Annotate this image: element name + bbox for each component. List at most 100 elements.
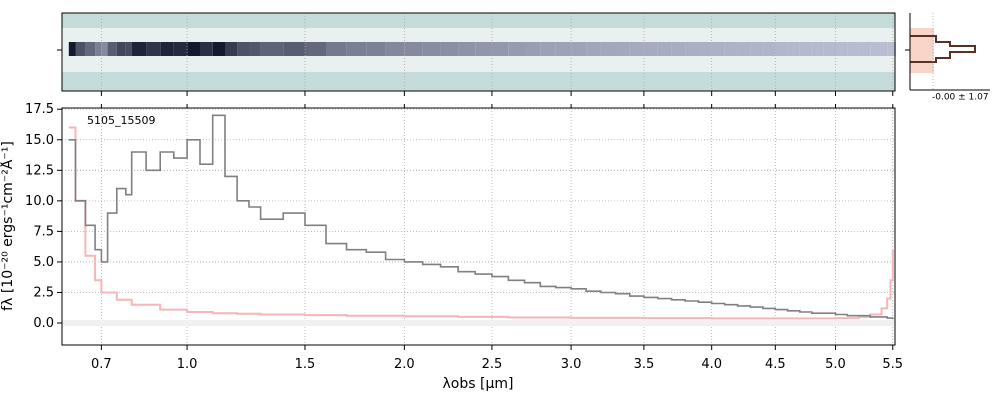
spectrum-2d-panel: [57, 12, 896, 92]
spectrum-2d-column: [685, 42, 699, 56]
x-tick-label: 0.7: [91, 357, 112, 372]
spectrum-2d-column: [847, 42, 859, 56]
x-tick-label: 1.0: [177, 357, 198, 372]
spectrum-2d-column: [571, 42, 587, 56]
spectrum-2d-column: [555, 42, 572, 56]
spectrum-2d-column: [870, 42, 882, 56]
x-tick-label: 1.5: [295, 357, 316, 372]
spectrum-2d-column: [131, 42, 147, 56]
spectrum-2d-column: [671, 42, 686, 56]
spectrum-2d-column: [724, 42, 738, 56]
spectrum-2d-column: [68, 42, 76, 56]
spectrum-1d-frame: [61, 107, 896, 346]
spectrum-2d-column: [187, 42, 201, 56]
spectrum-2d-column: [173, 42, 188, 56]
spectrum-1d-grid: [62, 108, 895, 345]
x-tick-label: 2.0: [394, 357, 415, 372]
spectrum-2d-column: [475, 42, 492, 56]
spectrum-2d-column: [540, 42, 556, 56]
spectrum-2d-column: [657, 42, 672, 56]
spectrum-2d-column: [643, 42, 658, 56]
spectrum-2d-column: [212, 42, 226, 56]
spectrum-2d-column: [95, 42, 102, 56]
histogram-panel: -0.00 ± 1.07: [905, 13, 990, 103]
spectrum-2d-column: [615, 42, 630, 56]
spectrum-2d-column: [524, 42, 541, 56]
spectrum-2d-column: [422, 42, 441, 56]
spectrum-2d-column: [385, 42, 405, 56]
spectrum-2d-column: [835, 42, 848, 56]
spectrum-2d-column: [600, 42, 616, 56]
x-tick-label: 3.5: [634, 357, 655, 372]
spectrum-2d-column: [107, 42, 117, 56]
spectrum-2d-trace: [62, 28, 896, 72]
spectrum-2d-column: [116, 42, 126, 56]
spectrum-2d-column: [200, 42, 213, 56]
y-tick-label: 17.5: [25, 102, 54, 117]
spectrum-2d-column: [305, 42, 327, 56]
y-axis-title: fλ [10⁻²⁰ ergs⁻¹cm⁻²Å⁻¹]: [0, 141, 16, 311]
spectrum-2d-column: [249, 42, 261, 56]
x-tick-label: 4.5: [765, 357, 786, 372]
y-tick-label: 7.5: [33, 224, 54, 239]
object-label: 5105_15509: [87, 114, 156, 127]
spectrum-2d-column: [237, 42, 249, 56]
spectrum-2d-column: [458, 42, 476, 56]
spectrum-2d-column: [125, 42, 132, 56]
spectrum-2d-column: [160, 42, 174, 56]
y-tick-label: 5.0: [33, 255, 54, 270]
spectrum-2d-column: [711, 42, 725, 56]
spectrum-2d-column: [260, 42, 284, 56]
spectrum-2d-column: [101, 42, 108, 56]
spectrum-2d-column: [491, 42, 509, 56]
spectrum-2d-frame: [61, 12, 896, 92]
x-axis-title: λobs [μm]: [443, 376, 514, 392]
spectrum-2d-column: [366, 42, 386, 56]
x-axis-ticks: 0.7 1.0 1.5 2.0 2.5 3.0 3.5 4.0 4.5 5.0 5.5: [91, 91, 903, 372]
spectrum-2d-column: [629, 42, 644, 56]
spectrum-2d-column: [508, 42, 525, 56]
spectrum-2d-column: [887, 42, 893, 56]
spectrum-2d-column: [750, 42, 763, 56]
spectrum-2d-column: [283, 42, 305, 56]
y-tick-label: 0.0: [33, 316, 54, 331]
y-tick-label: 12.5: [25, 163, 54, 178]
x-tick-label: 3.0: [561, 357, 582, 372]
spectrum-2d-column: [892, 42, 896, 56]
y-tick-label: 15.0: [25, 133, 54, 148]
spectrum-2d-column: [326, 42, 347, 56]
spectrum-2d-column: [823, 42, 836, 56]
x-tick-label: 4.0: [701, 357, 722, 372]
x-tick-label: 5.5: [882, 357, 903, 372]
spectrum-2d-column: [858, 42, 871, 56]
spectrum-2d-column: [799, 42, 812, 56]
spectrum-2d-column: [811, 42, 824, 56]
y-axis-ticks: 0.0 2.5 5.0 7.5 10.0 12.5 15.0 17.5: [25, 102, 62, 331]
zero-band: [62, 319, 895, 327]
spectrum-2d-column: [698, 42, 712, 56]
spectrum-2d-column: [440, 42, 459, 56]
spectrum-1d-panel: 0.7 1.0 1.5 2.0 2.5 3.0 3.5 4.0 4.5 5.0 5.5 0.0 2.5…: [0, 91, 903, 392]
y-tick-label: 2.5: [33, 285, 54, 300]
spectrum-2d-column: [146, 42, 161, 56]
histogram-fill: [910, 28, 934, 73]
spectrum-2d-column: [586, 42, 601, 56]
spectrum-2d-column: [75, 42, 86, 56]
flux-spectrum-line: [68, 114, 894, 320]
spectrum-2d-column: [737, 42, 751, 56]
spectrum-2d-grid: [100, 13, 894, 91]
spectrum-2d-column: [346, 42, 367, 56]
spectrum-2d-column: [225, 42, 238, 56]
x-tick-label: 5.0: [825, 357, 846, 372]
spectrum-2d-column: [881, 42, 888, 56]
x-tick-label: 2.5: [482, 357, 503, 372]
spectrum-2d-column: [787, 42, 800, 56]
histogram-curve: [910, 35, 976, 63]
histogram-annotation: -0.00 ± 1.07: [932, 93, 989, 103]
y-tick-label: 10.0: [25, 194, 54, 209]
spectrum-2d-column: [404, 42, 423, 56]
error-spectrum-line: [68, 126, 894, 320]
spectrum-2d-column: [762, 42, 776, 56]
spectrum-2d-column: [85, 42, 96, 56]
